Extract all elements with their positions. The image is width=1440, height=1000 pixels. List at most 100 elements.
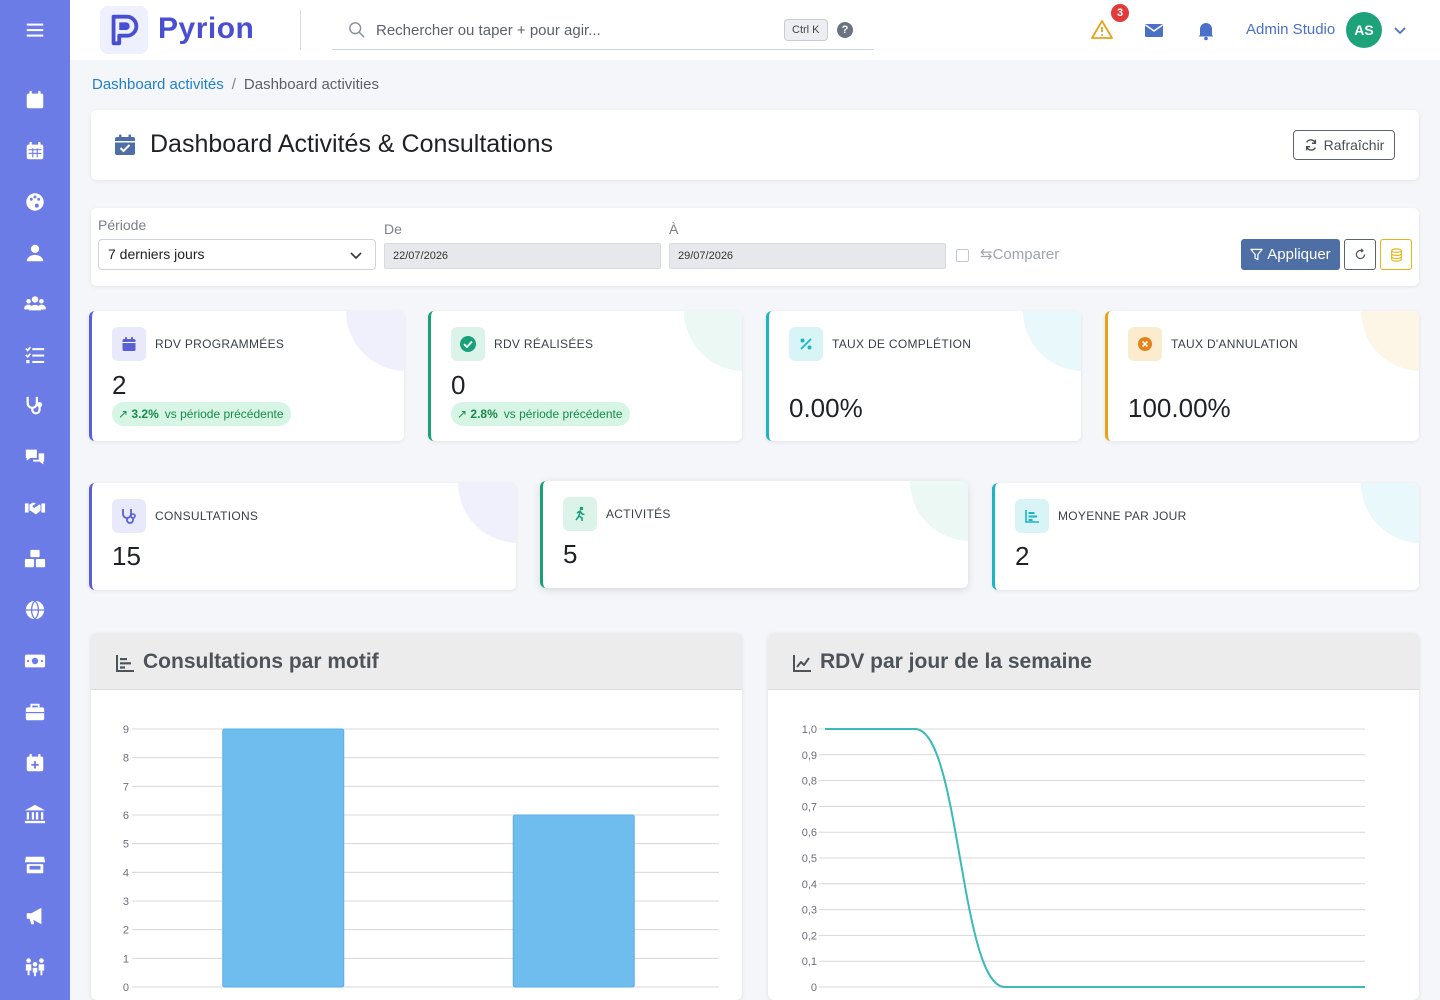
- refresh-button[interactable]: Rafraîchir: [1293, 130, 1395, 160]
- store-icon: [24, 856, 46, 874]
- sidebar-item-money[interactable]: [0, 641, 70, 681]
- chart-bar-icon: [1015, 499, 1049, 533]
- sidebar-item-user[interactable]: [0, 233, 70, 273]
- handshake-icon: [24, 502, 46, 515]
- compare-label[interactable]: ⇆Comparer: [980, 246, 1060, 263]
- bar: [512, 814, 635, 988]
- reset-button[interactable]: [1344, 239, 1376, 270]
- y-tick-label: 9: [123, 724, 129, 736]
- user-name[interactable]: Admin Studio: [1246, 21, 1336, 38]
- card-decoration: [458, 483, 516, 543]
- to-date-field[interactable]: 29/07/2026: [669, 243, 946, 269]
- stethoscope-icon: [112, 499, 146, 533]
- sidebar-item-menu[interactable]: [0, 10, 70, 50]
- sidebar-item-calendar-plus[interactable]: [0, 743, 70, 783]
- boxes-icon: [24, 549, 46, 568]
- stat-card-moyenne-par-jour: MOYENNE PAR JOUR 2: [992, 483, 1419, 590]
- sidebar-item-calendar[interactable]: [0, 80, 70, 120]
- trend-up-icon: ↗: [457, 407, 468, 421]
- export-button[interactable]: [1380, 239, 1412, 270]
- sidebar-item-tasks[interactable]: [0, 335, 70, 375]
- chart-header: RDV par jour de la semaine: [768, 633, 1419, 690]
- sidebar-item-calendar-grid[interactable]: [0, 131, 70, 171]
- breadcrumb-parent[interactable]: Dashboard activités: [92, 76, 224, 93]
- brand-name: Pyrion: [158, 12, 255, 45]
- calendar-icon: [112, 327, 146, 361]
- alerts-badge: 3: [1111, 4, 1129, 22]
- y-tick-label: 0,6: [802, 827, 817, 839]
- stat-label: RDV RÉALISÉES: [494, 337, 594, 351]
- from-label: De: [384, 221, 402, 237]
- y-tick-label: 8: [123, 753, 129, 765]
- card-decoration: [684, 311, 742, 371]
- y-tick-label: 0,1: [802, 956, 817, 968]
- y-tick-label: 5: [123, 839, 129, 851]
- chart-title: RDV par jour de la semaine: [820, 650, 1092, 673]
- stat-value: 2: [112, 370, 127, 400]
- y-tick-label: 4: [123, 867, 129, 879]
- envelope-icon[interactable]: [1142, 18, 1166, 42]
- chevron-down-icon: [350, 252, 362, 260]
- briefcase-icon: [25, 703, 45, 721]
- institution-icon: [24, 804, 46, 824]
- sidebar-item-globe[interactable]: [0, 590, 70, 630]
- topbar: Pyrion Ctrl K ? 3 Admin Studio AS: [70, 0, 1440, 60]
- period-value: 7 derniers jours: [108, 246, 205, 262]
- comments-icon: [25, 449, 45, 465]
- delta-value: 3.2%: [131, 407, 159, 421]
- chart-title: Consultations par motif: [143, 650, 379, 673]
- series-line: [825, 728, 1365, 988]
- card-decoration: [1361, 483, 1419, 543]
- from-date-field[interactable]: 22/07/2026: [384, 243, 661, 269]
- y-tick-label: 7: [123, 781, 129, 793]
- sidebar-item-store[interactable]: [0, 845, 70, 885]
- y-tick-label: 6: [123, 810, 129, 822]
- logo[interactable]: [100, 6, 148, 54]
- sidebar-item-comments[interactable]: [0, 437, 70, 477]
- sidebar-item-handshake[interactable]: [0, 488, 70, 528]
- calendar-grid-icon: [26, 141, 44, 160]
- stat-card-activites: ACTIVITÉS 5: [540, 481, 968, 588]
- y-tick-label: 1,0: [802, 724, 817, 736]
- apply-button[interactable]: Appliquer: [1241, 239, 1340, 270]
- topbar-divider: [300, 10, 301, 50]
- sidebar: [0, 0, 70, 1000]
- card-decoration: [1361, 311, 1419, 371]
- sidebar-item-palette[interactable]: [0, 182, 70, 222]
- y-tick-label: 0: [811, 982, 817, 994]
- calendar-check-icon: [115, 134, 135, 155]
- y-tick-label: 0,5: [802, 853, 817, 865]
- avatar[interactable]: AS: [1346, 12, 1382, 48]
- sync-icon: [1305, 139, 1316, 151]
- sidebar-item-users[interactable]: [0, 284, 70, 324]
- sidebar-item-people[interactable]: [0, 947, 70, 987]
- stat-label: TAUX DE COMPLÉTION: [832, 337, 972, 351]
- reset-icon: [1355, 248, 1365, 260]
- users-icon: [24, 296, 46, 311]
- delta-value: 2.8%: [470, 407, 498, 421]
- trend-up-icon: ↗: [118, 407, 129, 421]
- sidebar-item-boxes[interactable]: [0, 539, 70, 579]
- chevron-down-icon[interactable]: [1392, 22, 1408, 38]
- global-search: Ctrl K ?: [332, 10, 874, 50]
- y-tick-label: 2: [123, 925, 129, 937]
- compare-checkbox[interactable]: [956, 249, 969, 262]
- line-chart: 0 0,1 0,2 0,3 0,4 0,5 0,6 0,7 0,8 0,9 1,0: [802, 724, 1365, 994]
- menu-icon: [26, 23, 44, 37]
- warning-icon[interactable]: [1090, 18, 1114, 42]
- period-select[interactable]: 7 derniers jours: [98, 239, 376, 270]
- delta-text: vs période précédente: [164, 407, 284, 421]
- sidebar-item-briefcase[interactable]: [0, 692, 70, 732]
- logo-icon: [111, 14, 139, 46]
- sidebar-item-institution[interactable]: [0, 794, 70, 834]
- user-icon: [26, 244, 44, 262]
- help-icon[interactable]: ?: [837, 22, 853, 38]
- search-input[interactable]: [376, 18, 776, 42]
- stethoscope-icon: [26, 396, 43, 415]
- bell-icon[interactable]: [1194, 18, 1218, 42]
- sidebar-item-stethoscope[interactable]: [0, 386, 70, 426]
- chart-line-icon: [793, 655, 811, 672]
- filter-icon: [1250, 248, 1263, 261]
- sidebar-item-megaphone[interactable]: [0, 896, 70, 936]
- running-icon: [563, 497, 597, 531]
